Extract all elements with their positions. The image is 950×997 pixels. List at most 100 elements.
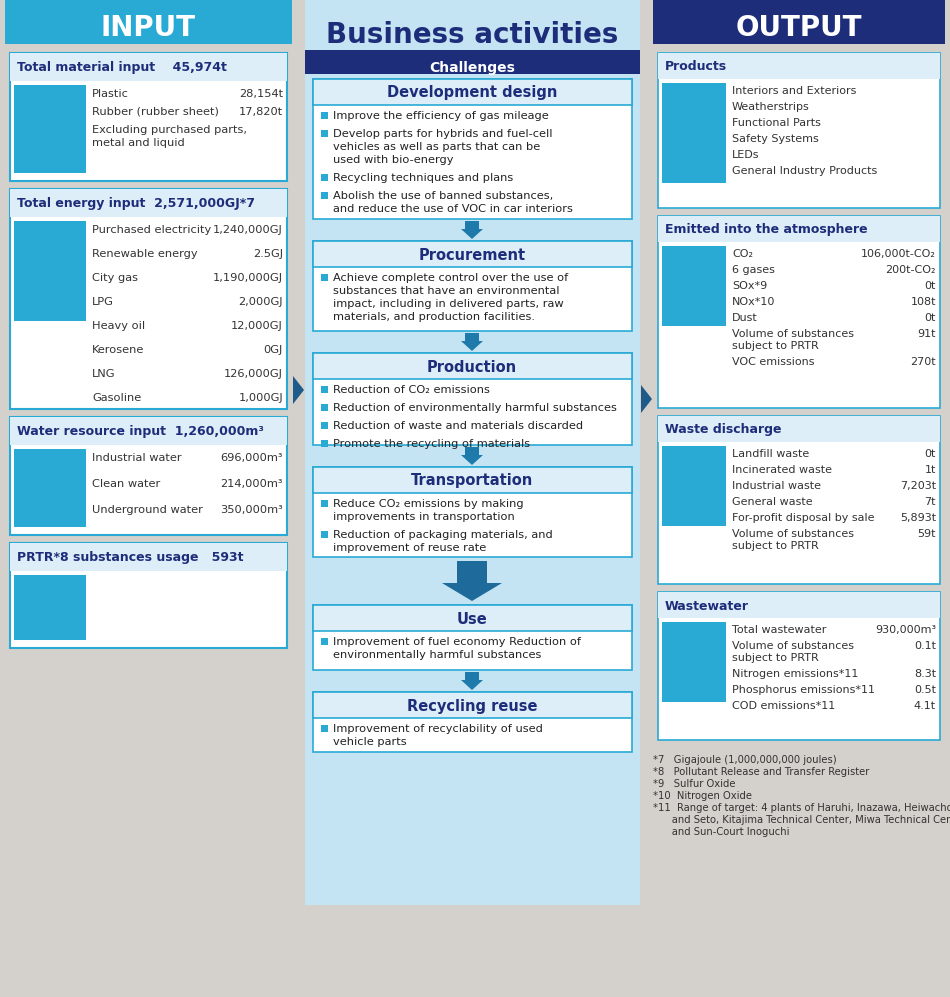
Text: 214,000m³: 214,000m³ — [220, 479, 283, 489]
Text: Phosphorus emissions*11: Phosphorus emissions*11 — [732, 685, 875, 695]
Text: Business activities: Business activities — [326, 21, 618, 49]
Text: 350,000m³: 350,000m³ — [220, 505, 283, 515]
Bar — [10, 53, 287, 81]
Bar — [658, 416, 940, 442]
Bar — [662, 446, 726, 526]
Polygon shape — [461, 447, 483, 465]
Bar — [321, 174, 328, 181]
Bar — [10, 53, 287, 181]
Text: Gasoline: Gasoline — [92, 393, 142, 403]
Text: 1t: 1t — [924, 465, 936, 475]
Text: Industrial waste: Industrial waste — [732, 481, 821, 491]
Text: COD emissions*11: COD emissions*11 — [732, 701, 835, 711]
Text: Transportation: Transportation — [410, 474, 533, 489]
Bar — [321, 274, 328, 281]
Text: Kerosene: Kerosene — [92, 345, 144, 355]
Text: LEDs: LEDs — [732, 150, 759, 160]
Text: environmentally harmful substances: environmentally harmful substances — [333, 650, 542, 660]
Bar — [321, 500, 328, 507]
Text: 8.3t: 8.3t — [914, 669, 936, 679]
Text: Functional Parts: Functional Parts — [732, 118, 821, 128]
Bar — [10, 417, 287, 445]
Bar — [321, 422, 328, 429]
Text: 270t: 270t — [910, 357, 936, 367]
Bar — [313, 79, 632, 219]
Bar — [313, 467, 632, 557]
Text: Incinerated waste: Incinerated waste — [732, 465, 832, 475]
Text: Total material input    45,974t: Total material input 45,974t — [17, 62, 227, 75]
Text: and Seto, Kitajima Technical Center, Miwa Technical Center: and Seto, Kitajima Technical Center, Miw… — [653, 815, 950, 825]
Text: Improvement of recyclability of used: Improvement of recyclability of used — [333, 724, 542, 734]
Bar — [313, 605, 632, 631]
Text: OUTPUT: OUTPUT — [735, 14, 863, 42]
Text: 930,000m³: 930,000m³ — [875, 625, 936, 635]
Bar — [658, 216, 940, 408]
Text: *10  Nitrogen Oxide: *10 Nitrogen Oxide — [653, 791, 752, 801]
Bar — [313, 241, 632, 331]
Text: Production: Production — [427, 360, 517, 375]
Text: 0.1t: 0.1t — [914, 641, 936, 651]
Text: Products: Products — [665, 61, 727, 74]
Text: 12,000GJ: 12,000GJ — [231, 321, 283, 331]
Bar — [313, 353, 632, 445]
Text: Volume of substances: Volume of substances — [732, 529, 854, 539]
Text: 7t: 7t — [924, 497, 936, 507]
Text: 696,000m³: 696,000m³ — [220, 453, 283, 463]
Bar — [321, 531, 328, 538]
Text: City gas: City gas — [92, 273, 138, 283]
Text: Total energy input  2,571,000GJ*7: Total energy input 2,571,000GJ*7 — [17, 197, 255, 210]
Bar — [658, 216, 940, 242]
Text: subject to PRTR: subject to PRTR — [732, 341, 819, 351]
Text: Promote the recycling of materials: Promote the recycling of materials — [333, 439, 530, 449]
Bar — [321, 725, 328, 732]
Text: Emitted into the atmosphere: Emitted into the atmosphere — [665, 223, 867, 236]
Bar — [662, 83, 726, 183]
Bar — [313, 353, 632, 379]
Bar — [14, 85, 86, 173]
Text: 59t: 59t — [918, 529, 936, 539]
Text: and reduce the use of VOC in car interiors: and reduce the use of VOC in car interio… — [333, 204, 573, 214]
Text: INPUT: INPUT — [101, 14, 196, 42]
Text: General Industry Products: General Industry Products — [732, 166, 877, 176]
Bar — [662, 246, 726, 326]
Text: vehicle parts: vehicle parts — [333, 737, 407, 747]
Text: 6 gases: 6 gases — [732, 265, 775, 275]
Text: vehicles as well as parts that can be: vehicles as well as parts that can be — [333, 142, 541, 152]
Bar — [662, 622, 726, 702]
Text: 0t: 0t — [924, 281, 936, 291]
Text: Reduction of waste and materials discarded: Reduction of waste and materials discard… — [333, 421, 583, 431]
Text: General waste: General waste — [732, 497, 812, 507]
Text: 1,240,000GJ: 1,240,000GJ — [213, 225, 283, 235]
Text: Reduction of CO₂ emissions: Reduction of CO₂ emissions — [333, 385, 490, 395]
Polygon shape — [461, 672, 483, 690]
Bar — [313, 692, 632, 752]
Text: Development design: Development design — [387, 86, 558, 101]
Text: 126,000GJ: 126,000GJ — [224, 369, 283, 379]
Text: subject to PRTR: subject to PRTR — [732, 541, 819, 551]
Text: LPG: LPG — [92, 297, 114, 307]
Text: Plastic: Plastic — [92, 89, 129, 99]
Text: Water resource input  1,260,000m³: Water resource input 1,260,000m³ — [17, 426, 264, 439]
Text: Recycling techniques and plans: Recycling techniques and plans — [333, 173, 513, 183]
Text: 5,893t: 5,893t — [900, 513, 936, 523]
Text: Wastewater: Wastewater — [665, 599, 749, 612]
Text: CO₂: CO₂ — [732, 249, 753, 259]
Text: substances that have an environmental: substances that have an environmental — [333, 286, 560, 296]
Text: 2.5GJ: 2.5GJ — [253, 249, 283, 259]
Text: Volume of substances: Volume of substances — [732, 641, 854, 651]
Text: and Sun-Court Inoguchi: and Sun-Court Inoguchi — [653, 827, 789, 837]
Text: improvements in transportation: improvements in transportation — [333, 512, 515, 522]
Text: 1,190,000GJ: 1,190,000GJ — [213, 273, 283, 283]
Text: 7,203t: 7,203t — [900, 481, 936, 491]
Text: 17,820t: 17,820t — [238, 107, 283, 117]
Text: Reduce CO₂ emissions by making: Reduce CO₂ emissions by making — [333, 499, 523, 509]
Text: Industrial water: Industrial water — [92, 453, 181, 463]
Text: Improvement of fuel economy Reduction of: Improvement of fuel economy Reduction of — [333, 637, 581, 647]
Text: Use: Use — [457, 611, 487, 626]
Text: Recycling reuse: Recycling reuse — [407, 699, 538, 714]
Text: Develop parts for hybrids and fuel-cell: Develop parts for hybrids and fuel-cell — [333, 129, 553, 139]
Text: 91t: 91t — [918, 329, 936, 339]
Text: *8   Pollutant Release and Transfer Register: *8 Pollutant Release and Transfer Regist… — [653, 767, 869, 777]
Text: NOx*10: NOx*10 — [732, 297, 775, 307]
Text: Volume of substances: Volume of substances — [732, 329, 854, 339]
